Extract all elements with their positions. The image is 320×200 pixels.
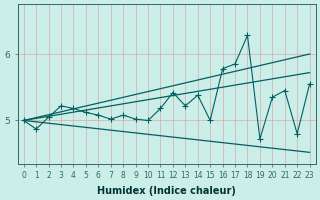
X-axis label: Humidex (Indice chaleur): Humidex (Indice chaleur) [97,186,236,196]
